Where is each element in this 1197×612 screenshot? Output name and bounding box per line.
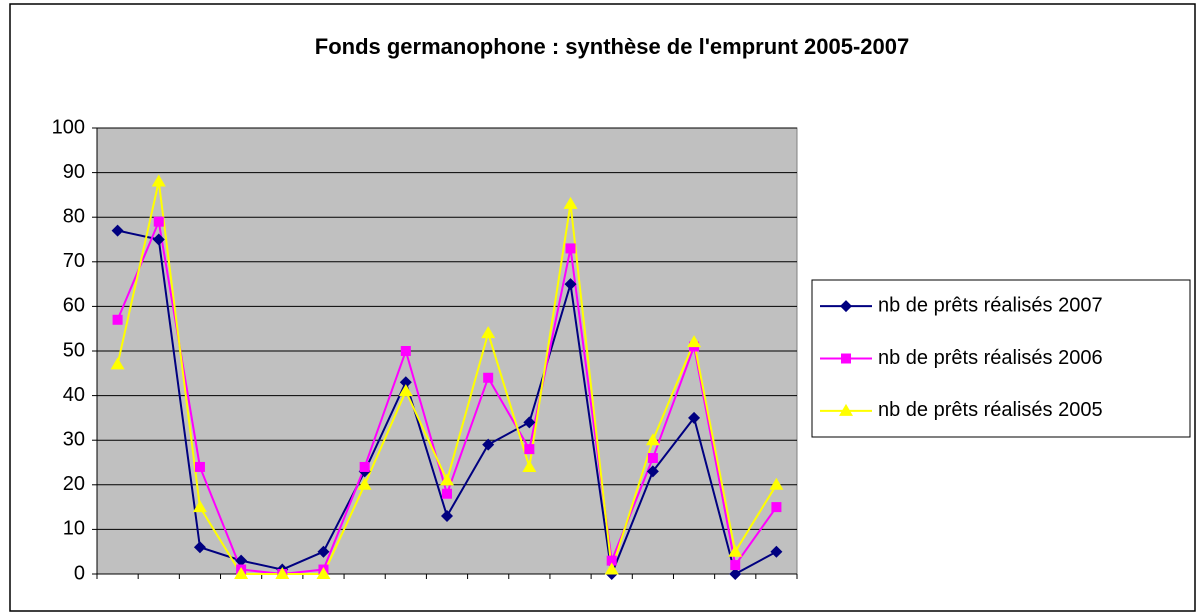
data-point [442, 488, 452, 499]
data-point [688, 411, 701, 424]
data-point [606, 555, 617, 566]
data-point [194, 461, 205, 472]
data-point [399, 376, 412, 389]
data-point [359, 461, 370, 472]
y-tick-label: 90 [63, 161, 85, 183]
data-point [564, 278, 577, 291]
data-point [111, 224, 124, 237]
data-point [193, 541, 206, 554]
y-tick-label: 50 [63, 339, 85, 361]
data-point [152, 233, 165, 246]
data-point [153, 216, 164, 227]
data-point [524, 444, 535, 455]
legend-label: nb de prêts réalisés 2005 [878, 399, 1103, 421]
data-point [110, 357, 125, 370]
data-point [440, 473, 454, 486]
y-tick-label: 60 [63, 295, 85, 317]
data-point [728, 544, 743, 557]
data-point [235, 554, 248, 567]
y-tick-label: 100 [52, 116, 85, 138]
data-point [769, 477, 784, 490]
data-point [316, 567, 331, 579]
data-point [151, 174, 166, 187]
data-point [646, 465, 659, 478]
y-tick-label: 10 [63, 518, 85, 540]
data-point [483, 372, 494, 383]
legend-marker [841, 353, 851, 364]
data-point [522, 459, 537, 472]
data-point [771, 502, 782, 513]
legend-label: nb de prêts réalisés 2006 [878, 347, 1103, 369]
data-point [565, 243, 576, 254]
chart-title: Fonds germanophone : synthèse de l'empru… [315, 34, 910, 59]
data-point [398, 384, 413, 397]
data-point [645, 433, 660, 446]
y-tick-label: 80 [63, 205, 85, 227]
data-point [687, 335, 702, 348]
data-point [523, 416, 536, 429]
data-point [729, 568, 742, 580]
data-point [275, 567, 290, 579]
data-point [112, 314, 123, 325]
data-point [481, 326, 496, 339]
y-tick-label: 70 [63, 250, 85, 272]
data-point [482, 438, 495, 451]
data-point [604, 562, 619, 575]
y-tick-label: 30 [63, 428, 85, 450]
y-tick-label: 20 [63, 473, 85, 495]
legend-label: nb de prêts réalisés 2007 [878, 294, 1103, 316]
data-point [647, 453, 658, 464]
data-point [730, 560, 741, 571]
y-tick-label: 0 [74, 562, 85, 584]
y-tick-label: 40 [63, 384, 85, 406]
data-point [400, 346, 411, 356]
legend-box [811, 279, 1191, 438]
legend-marker [840, 300, 852, 313]
legend-marker [839, 403, 853, 416]
data-point [317, 545, 330, 558]
data-point [192, 500, 207, 513]
data-point [234, 567, 249, 579]
data-point [357, 477, 372, 490]
data-point [770, 545, 783, 558]
data-point [441, 510, 453, 523]
data-point [563, 196, 578, 209]
